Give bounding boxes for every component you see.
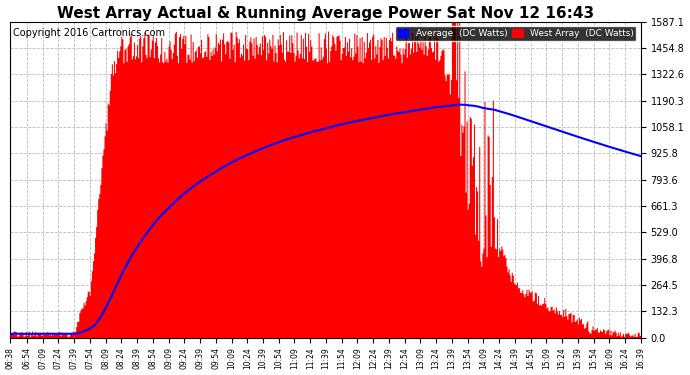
Text: Copyright 2016 Cartronics.com: Copyright 2016 Cartronics.com [13, 28, 165, 38]
Title: West Array Actual & Running Average Power Sat Nov 12 16:43: West Array Actual & Running Average Powe… [57, 6, 594, 21]
Legend: Average  (DC Watts), West Array  (DC Watts): Average (DC Watts), West Array (DC Watts… [395, 26, 636, 40]
